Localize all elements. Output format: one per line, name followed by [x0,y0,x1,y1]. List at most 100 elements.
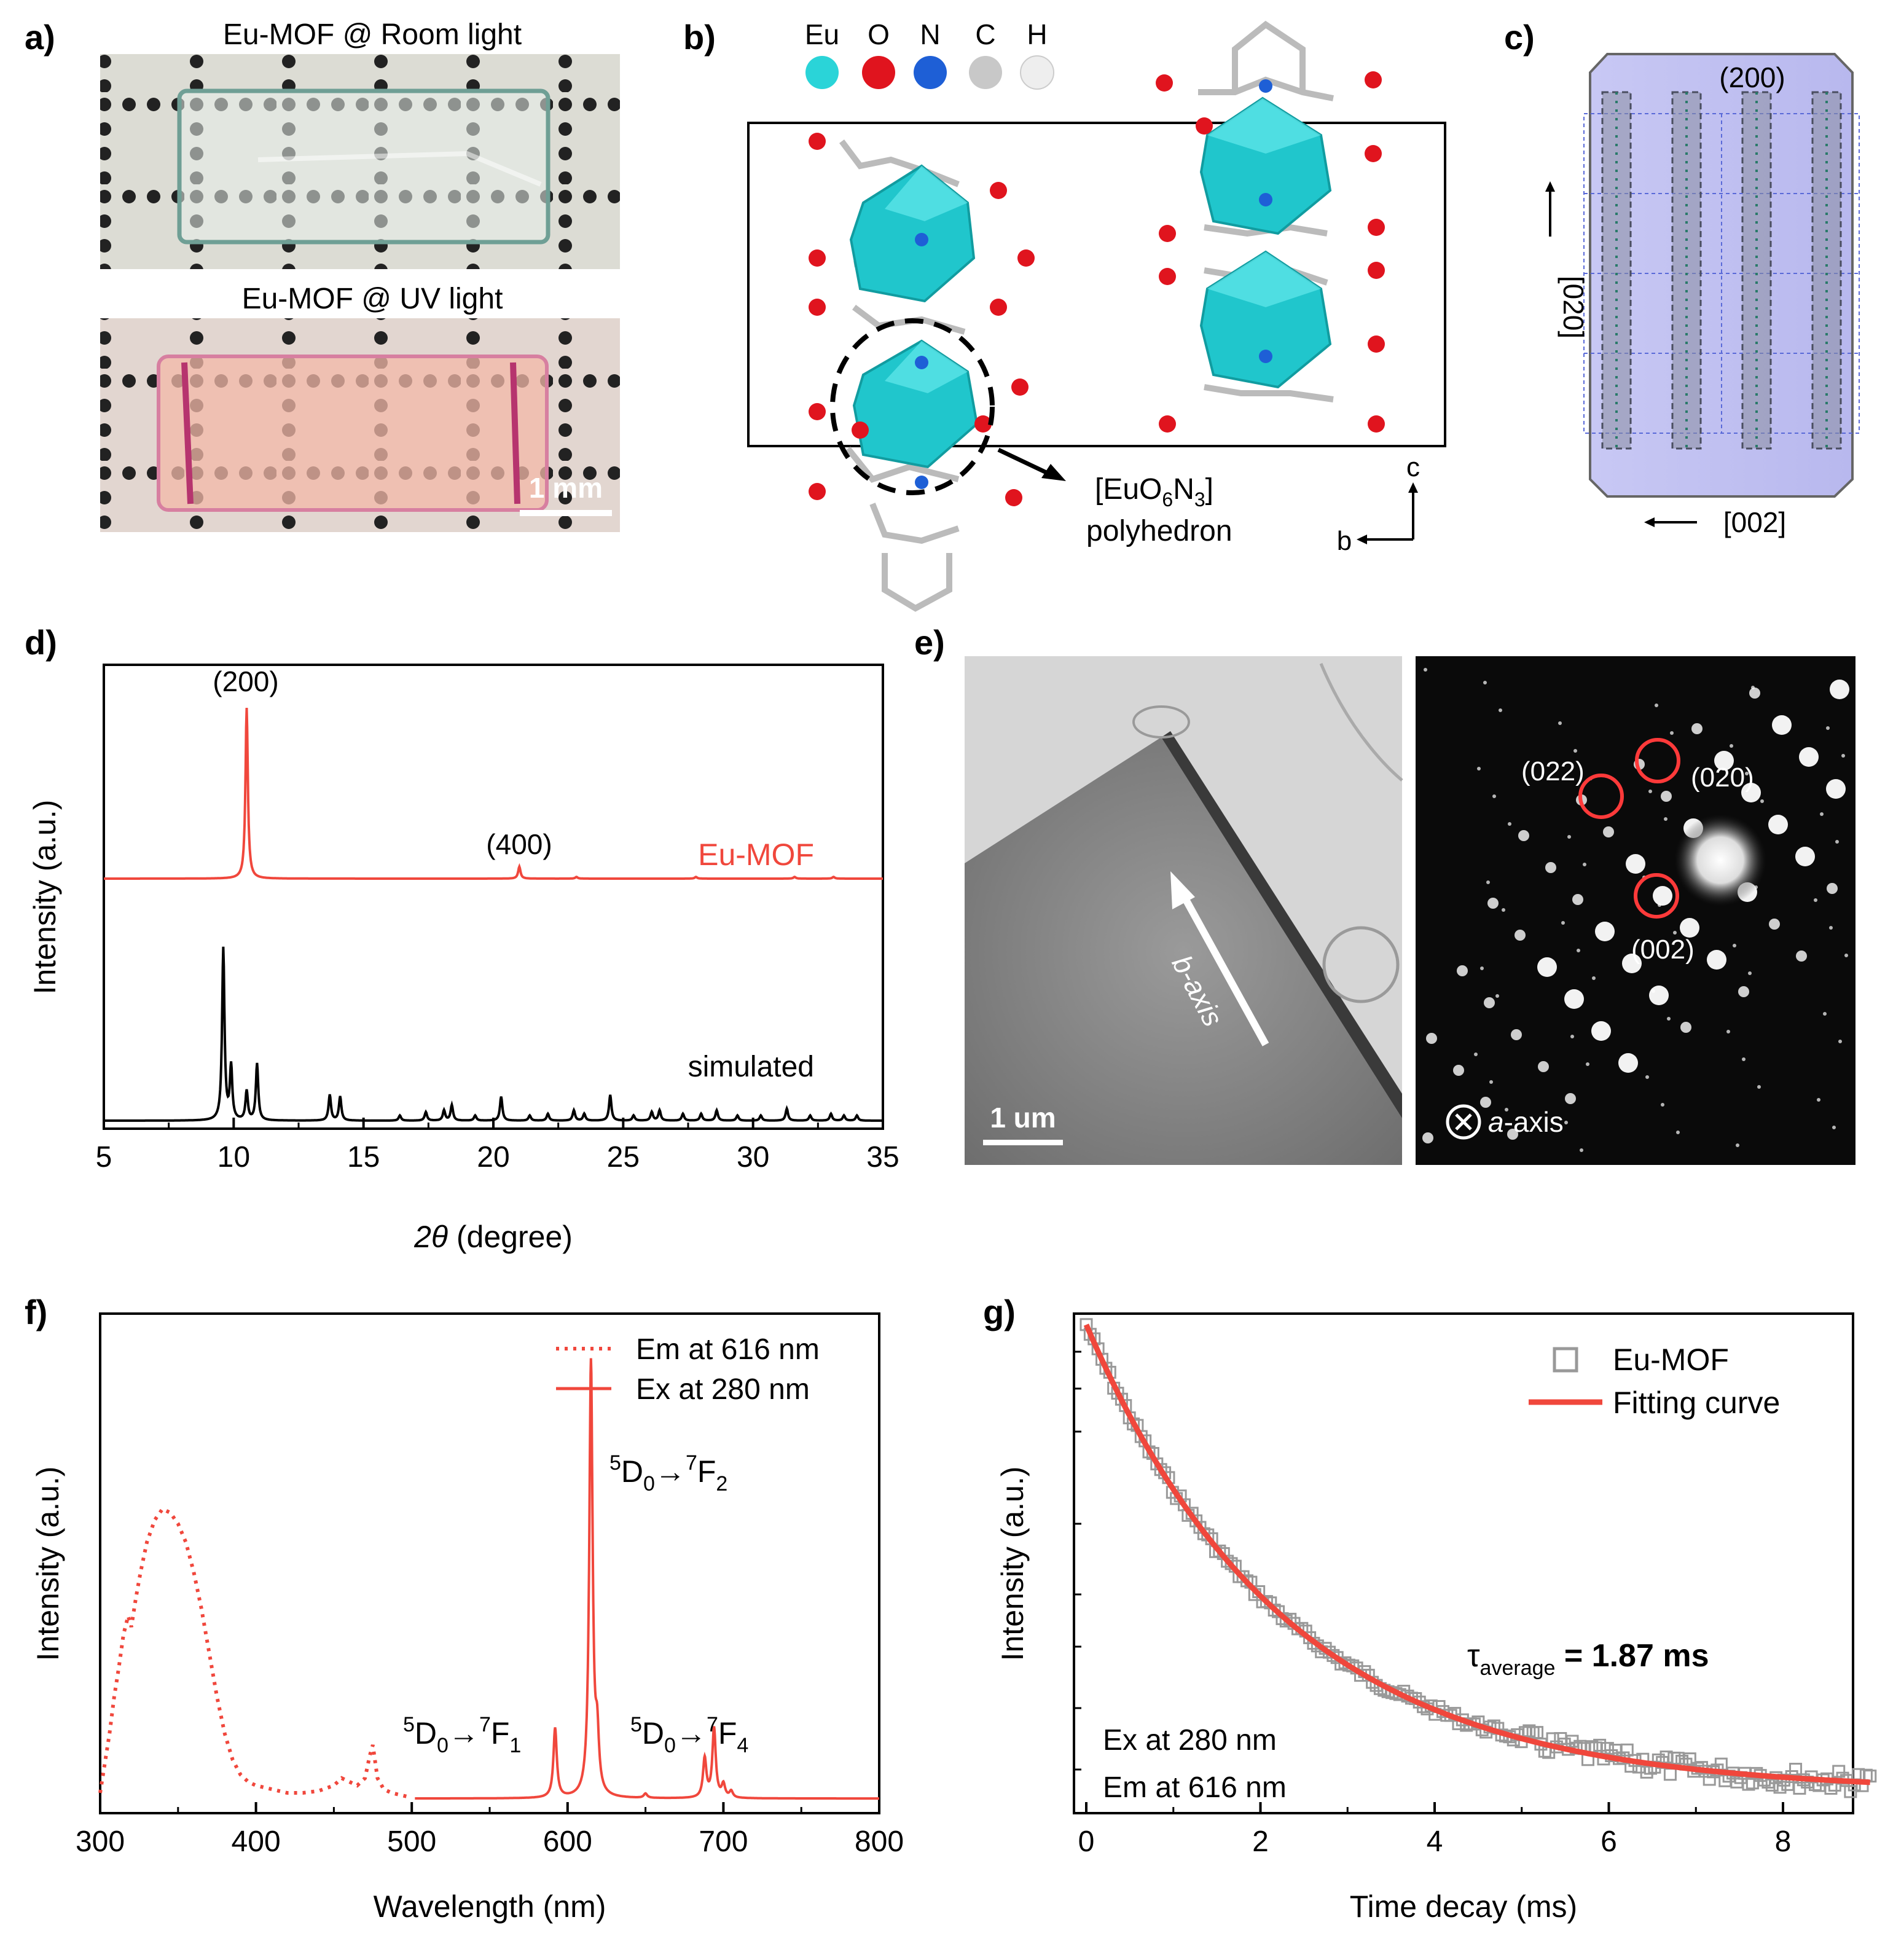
n-atom [1259,193,1272,206]
legend-o-label: O [868,18,890,50]
saed-weak-spot [1667,1017,1671,1021]
saed-spot [1795,847,1815,866]
chart-g-point [1844,1785,1857,1798]
saed-weak-spot [1580,1148,1583,1152]
crystal-uv-edge-glow-left [181,362,194,504]
transition-glyph: 5 [609,1451,621,1475]
o-atom [1368,219,1385,236]
chart-g: 0 2 4 6 8 Eu-MOF Fitting curve τaverage = 1.… [995,1312,1877,1924]
saed-spot [1680,1022,1691,1033]
saed-weak-spot [1502,908,1505,912]
chart-g-point [1742,1778,1755,1791]
chart-g-point [1260,1595,1273,1609]
chart-g-point [1773,1781,1787,1794]
saed-spot [1691,723,1703,734]
saed-spot [1422,1132,1433,1143]
transition-glyph: D [621,1454,643,1489]
scale-bar-a [520,510,612,516]
legend-n: N [914,18,947,89]
legend-c-sphere [969,56,1002,89]
saed-weak-spot [1492,794,1496,798]
crystal-room-light [177,88,551,245]
o-atom [990,299,1007,316]
saed-spot [1603,826,1614,837]
saed-spot [1661,791,1672,802]
saed-weak-spot [1742,1057,1746,1061]
chart-g-tick-label: 4 [1427,1825,1443,1858]
o-atom [1196,117,1213,135]
saed-spot [1487,898,1499,909]
photo-title-uv-light: Eu-MOF @ UV light [242,283,503,315]
transition-glyph: 0 [437,1734,449,1757]
chart-f-xticks: 300 400 500 600 700 800 [76,1802,904,1858]
chart-d-series-eu-mof-line [104,707,883,880]
chart-f-xlabel: Wavelength (nm) [374,1889,606,1924]
transition-glyph: 1 [509,1734,521,1757]
chart-f-tick-label: 700 [699,1825,748,1858]
chart-g-tau-subscript: average [1480,1656,1556,1680]
chart-f-tick-label: 500 [387,1825,436,1858]
o-atom [1368,335,1385,353]
panel-e-microscopy: b-axis 1 um (022) (020) (002) a-axis [965,656,1855,1165]
saed-spot [1826,779,1846,799]
chart-g-point [1593,1738,1607,1752]
chart-g-point [1272,1605,1285,1618]
saed-spot [1453,1065,1464,1076]
molecular-column [1741,91,1772,450]
transition-glyph: 5 [403,1713,415,1736]
chart-g-point [1240,1574,1254,1588]
chart-g-point [1683,1752,1696,1766]
saed-weak-spot [1480,966,1484,970]
o-atom [1159,225,1176,242]
pointer-arrow-polyhedron [997,447,1049,476]
saed-spot [1830,680,1849,699]
saed-weak-spot [1570,1035,1574,1038]
chart-d-tick-label: 5 [96,1141,112,1174]
saed-weak-spot [1489,1080,1493,1084]
o-atom [1159,415,1176,433]
chart-d-annotation-400: (400) [486,828,552,860]
chart-f-transition-7F1: 5D0→7F1 [403,1713,521,1757]
dir-020-label: [020] [1558,276,1589,339]
saed-spot-022-marker [1578,774,1624,819]
pointer-arrowhead [1041,464,1066,481]
saed-weak-spot [1748,971,1752,975]
chart-g-tick-label: 2 [1252,1825,1269,1858]
axis-c-label: c [1406,452,1420,482]
chart-g-point [1663,1768,1677,1781]
o-atom [1005,489,1022,506]
saed-spot [1565,1093,1576,1104]
chart-g-condition-ex: Ex at 280 nm [1103,1724,1277,1757]
saed-spot [1595,922,1615,941]
saed-weak-spot [1757,1085,1761,1089]
saed-central-beam [1674,814,1766,906]
chart-f-tick-label: 300 [76,1825,125,1858]
zone-axis-into-page-icon [1446,1104,1481,1140]
o-atom [809,133,826,150]
formula-sub-1: 6 [1162,488,1173,511]
unit-cell-box [747,122,1446,447]
transition-glyph: F [697,1454,716,1489]
chart-d-label-simulated: simulated [688,1051,814,1083]
chart-f-transition-7F2: 5D0→7F2 [609,1451,727,1495]
tem-bubble [1322,926,1400,1003]
saed-weak-spot [1733,944,1736,947]
o-atom [809,483,826,500]
saed-spot [1545,862,1556,873]
chart-g-fit-curve [1083,1323,1870,1786]
panel-label-c: c) [1504,18,1535,57]
chart-d-annotation-200: (200) [213,665,278,697]
chart-g-legend-fit: Fitting curve [1613,1386,1780,1420]
chart-g-ylabel: Intensity (a.u.) [995,1467,1030,1661]
o-atom [809,403,826,420]
saed-weak-spot [1474,1053,1478,1056]
formula-sub-2: 3 [1194,488,1205,511]
chart-d-tick-label: 35 [866,1141,899,1174]
saed-weak-spot [1829,926,1833,930]
saed-weak-spot [1424,668,1427,672]
zone-axis-word: -axis [1504,1106,1564,1138]
crystal-face-label: (200) [1719,61,1785,93]
saed-spot [1649,986,1669,1005]
saed-weak-spot [1483,681,1487,684]
chart-g-point [1268,1604,1281,1617]
